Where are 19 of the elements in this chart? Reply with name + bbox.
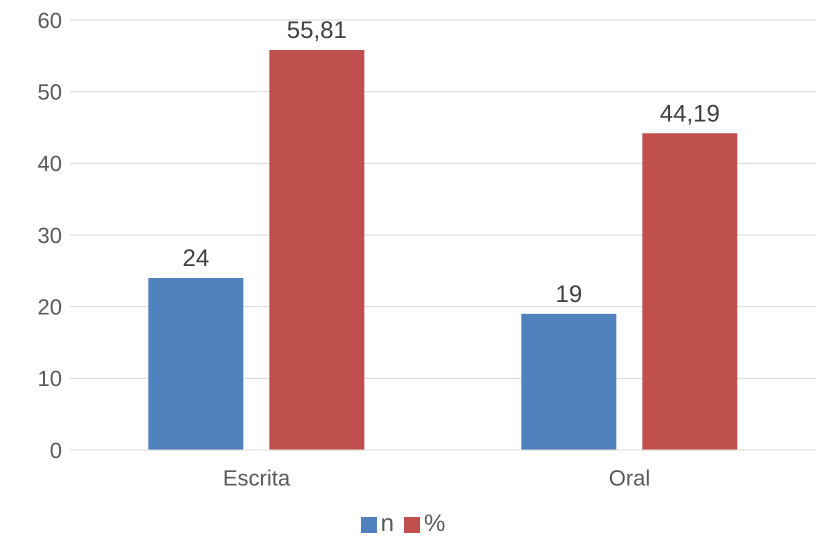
legend-label: % bbox=[424, 510, 446, 537]
data-label: 44,19 bbox=[660, 100, 720, 128]
y-tick-label: 30 bbox=[38, 222, 62, 248]
bar bbox=[642, 133, 738, 450]
y-tick-label: 10 bbox=[38, 366, 62, 392]
x-tick-label: Oral bbox=[608, 466, 650, 491]
y-tick-label: 20 bbox=[38, 294, 62, 320]
data-label: 24 bbox=[182, 245, 210, 272]
y-tick-label: 0 bbox=[50, 438, 62, 463]
y-tick-label: 60 bbox=[38, 8, 62, 33]
bar bbox=[521, 314, 616, 450]
bar bbox=[269, 50, 364, 450]
x-tick-label: Escrita bbox=[222, 466, 291, 491]
data-label: 55,81 bbox=[286, 17, 347, 44]
legend-label: n bbox=[380, 510, 394, 537]
y-tick-label: 40 bbox=[38, 151, 62, 176]
y-tick-label: 50 bbox=[38, 79, 62, 104]
data-label: 19 bbox=[555, 280, 582, 308]
bar bbox=[148, 278, 244, 450]
